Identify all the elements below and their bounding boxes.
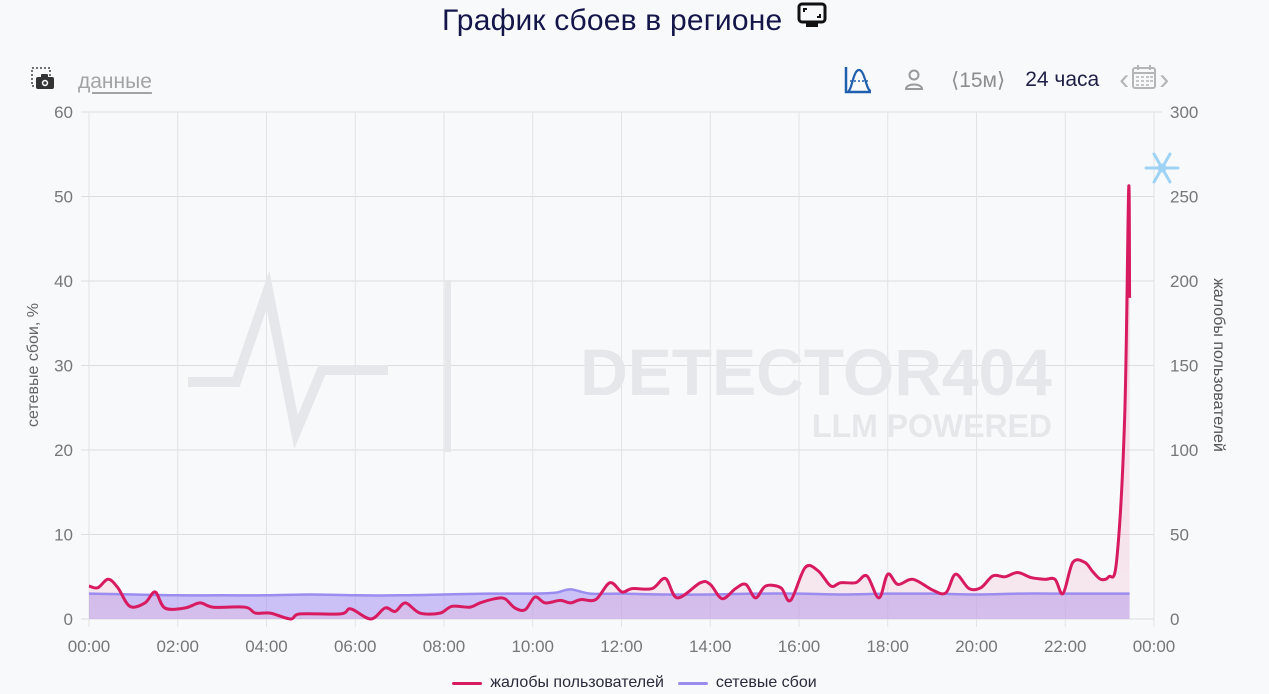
svg-text:50: 50 <box>1170 526 1189 545</box>
outages-swatch <box>677 681 708 685</box>
calendar-next-button[interactable]: › <box>1159 63 1170 96</box>
person-icon[interactable] <box>903 68 925 92</box>
bell-curve-icon[interactable] <box>843 65 873 95</box>
interval-selector[interactable]: ⟨15м⟩ <box>951 68 1006 92</box>
svg-text:0: 0 <box>1170 610 1179 629</box>
legend-item-complaints[interactable]: жалобы пользователей <box>452 674 664 692</box>
svg-text:04:00: 04:00 <box>245 637 288 656</box>
complaints-swatch <box>452 681 483 685</box>
svg-text:30: 30 <box>54 357 73 376</box>
svg-text:20: 20 <box>54 441 73 460</box>
camera-icon[interactable] <box>30 66 56 97</box>
grid-lines <box>81 111 1162 627</box>
svg-text:300: 300 <box>1170 103 1198 122</box>
svg-text:22:00: 22:00 <box>1044 637 1087 656</box>
legend-label: сетевые сбои <box>715 674 817 691</box>
snowflake-icon <box>1144 152 1180 184</box>
svg-text:250: 250 <box>1170 188 1198 207</box>
toolbar-right: ⟨15м⟩ 24 часа ‹ › <box>843 63 1169 97</box>
svg-text:150: 150 <box>1170 357 1198 376</box>
svg-text:0: 0 <box>64 610 73 629</box>
svg-text:14:00: 14:00 <box>689 637 732 656</box>
left-axis-label: сетевые сбои, % <box>25 303 42 427</box>
calendar-prev-button[interactable]: ‹ <box>1119 63 1130 96</box>
svg-text:18:00: 18:00 <box>866 637 909 656</box>
svg-text:40: 40 <box>54 272 73 291</box>
svg-text:12:00: 12:00 <box>600 637 643 656</box>
range-selector[interactable]: 24 часа <box>1025 68 1100 91</box>
svg-text:20:00: 20:00 <box>955 637 998 656</box>
svg-text:60: 60 <box>54 103 73 122</box>
svg-text:50: 50 <box>54 188 73 207</box>
calendar-nav: ‹ › <box>1119 63 1169 97</box>
toolbar-left: данные <box>30 66 152 97</box>
svg-text:10:00: 10:00 <box>511 637 554 656</box>
series-complaints <box>88 184 1132 621</box>
series-outages <box>89 589 1130 619</box>
legend-label: жалобы пользователей <box>490 674 664 691</box>
legend: жалобы пользователей сетевые сбои <box>0 674 1269 692</box>
right-axis-label: жалобы пользователей <box>1210 278 1227 452</box>
svg-text:08:00: 08:00 <box>423 637 466 656</box>
title-text: График сбоев в регионе <box>442 4 783 37</box>
svg-text:10: 10 <box>54 526 73 545</box>
svg-text:100: 100 <box>1170 441 1198 460</box>
axes: 0 10 20 30 40 50 60 0 50 100 150 200 250 300 00:00 02:0… <box>54 103 1198 656</box>
watermark-tagline: LLM POWERED <box>812 408 1052 444</box>
calendar-icon[interactable] <box>1131 64 1157 97</box>
svg-text:16:00: 16:00 <box>778 637 821 656</box>
screen-icon[interactable] <box>797 2 827 36</box>
svg-text:00:00: 00:00 <box>68 637 111 656</box>
legend-item-outages[interactable]: сетевые сбои <box>677 674 817 692</box>
svg-text:00:00: 00:00 <box>1133 637 1176 656</box>
watermark: DETECTOR404 LLM POWERED <box>188 270 1052 452</box>
svg-text:06:00: 06:00 <box>334 637 377 656</box>
page-title: График сбоев в регионе <box>0 2 1269 39</box>
svg-text:02:00: 02:00 <box>156 637 199 656</box>
watermark-brand: DETECTOR404 <box>580 335 1052 409</box>
svg-text:200: 200 <box>1170 272 1198 291</box>
data-link[interactable]: данные <box>78 69 152 93</box>
